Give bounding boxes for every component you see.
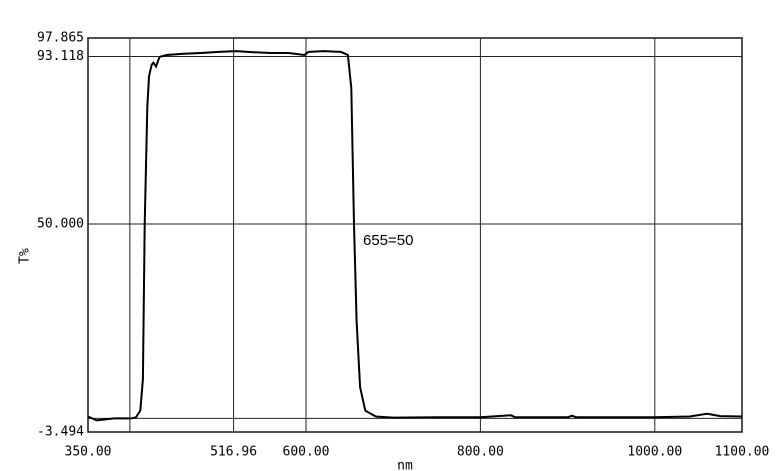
y-axis-label: T% bbox=[18, 248, 33, 264]
x-tick-label: 350.00 bbox=[65, 445, 112, 460]
data-line bbox=[87, 50, 743, 422]
y-tick-label: -3.494 bbox=[37, 425, 84, 440]
x-tick-label: 516.96 bbox=[210, 445, 257, 460]
y-tick-label: 93.118 bbox=[37, 49, 84, 64]
x-axis-label: nm bbox=[397, 459, 413, 471]
x-tick-label: 1000.00 bbox=[627, 445, 682, 460]
plot-frame bbox=[87, 37, 743, 433]
x-tick-label: 600.00 bbox=[283, 445, 330, 460]
x-tick-label: 1100.00 bbox=[715, 445, 770, 460]
y-tick-label: 97.865 bbox=[37, 31, 84, 46]
x-tick-label: 800.00 bbox=[457, 445, 504, 460]
annotation: 655=50 bbox=[363, 232, 413, 249]
y-tick-label: 50.000 bbox=[37, 217, 84, 232]
